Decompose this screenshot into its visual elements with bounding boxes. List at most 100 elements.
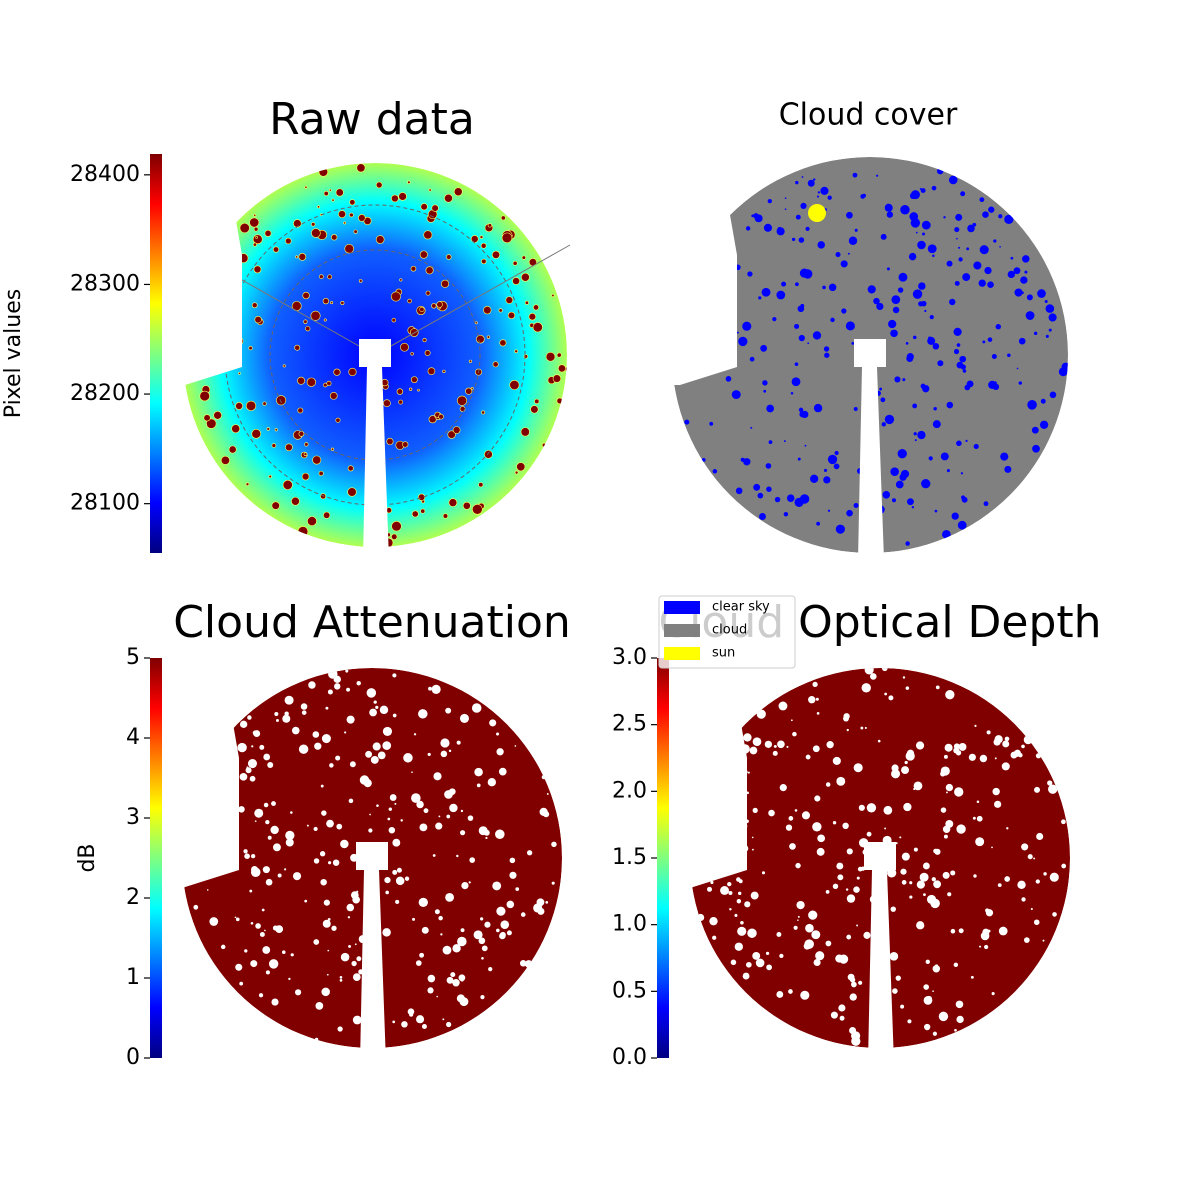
image-speck <box>883 805 893 815</box>
image-speck <box>285 838 294 847</box>
image-speck <box>931 185 937 191</box>
image-speck <box>249 217 260 228</box>
image-speck <box>329 391 338 400</box>
image-speck <box>272 246 280 253</box>
image-speck <box>822 285 826 290</box>
image-speck <box>959 355 967 363</box>
image-speck <box>252 234 263 245</box>
image-speck <box>521 255 526 260</box>
image-speck <box>318 167 329 177</box>
image-speck <box>338 210 346 219</box>
image-speck <box>400 819 403 822</box>
image-speck <box>894 376 901 383</box>
image-speck <box>271 443 277 448</box>
image-speck <box>833 463 840 470</box>
image-speck <box>812 331 822 340</box>
image-speck <box>370 755 379 764</box>
image-speck <box>274 712 279 717</box>
image-speck <box>268 959 279 969</box>
image-speck <box>955 1000 964 1009</box>
image-speck <box>452 426 461 434</box>
image-speck <box>524 300 529 305</box>
image-speck <box>356 890 359 893</box>
image-speck <box>1061 819 1066 825</box>
image-speck <box>915 741 925 750</box>
image-speck <box>720 886 729 895</box>
image-speck <box>528 312 537 321</box>
mask <box>868 870 894 1063</box>
image-speck <box>384 876 391 884</box>
image-speck <box>1026 294 1033 301</box>
image-speck <box>737 331 739 334</box>
image-speck <box>516 462 526 472</box>
image-speck <box>458 974 466 982</box>
mask <box>359 339 391 367</box>
image-speck <box>749 356 755 362</box>
image-speck <box>891 769 901 779</box>
image-speck <box>891 295 901 304</box>
image-speck <box>847 252 850 255</box>
image-speck <box>710 880 714 885</box>
image-speck <box>552 374 562 383</box>
image-speck <box>908 252 917 261</box>
image-speck <box>846 211 853 219</box>
image-speck <box>684 419 690 425</box>
image-speck <box>478 826 488 836</box>
image-speck <box>1045 304 1055 313</box>
image-speck <box>817 191 821 194</box>
image-speck <box>323 899 330 906</box>
image-speck <box>899 473 907 481</box>
image-speck <box>500 920 510 929</box>
image-speck <box>731 390 741 400</box>
image-speck <box>423 808 429 814</box>
image-speck <box>320 784 324 788</box>
image-speck <box>1018 381 1023 385</box>
image-speck <box>823 346 830 352</box>
image-speck <box>998 214 1003 219</box>
image-speck <box>330 301 334 305</box>
image-speck <box>817 834 826 843</box>
image-speck <box>235 963 243 971</box>
legend-swatch <box>664 601 700 614</box>
image-speck <box>906 355 914 363</box>
colorbar-tick-label: 0 <box>126 1045 140 1070</box>
image-speck <box>1021 744 1025 749</box>
image-speck <box>886 267 890 271</box>
image-speck <box>1017 880 1026 889</box>
image-speck <box>847 848 852 853</box>
image-speck <box>445 707 452 714</box>
image-speck <box>832 883 839 890</box>
image-speck <box>501 232 513 244</box>
legend-swatch <box>664 624 700 637</box>
image-speck <box>496 928 500 933</box>
image-speck <box>258 993 264 998</box>
image-speck <box>512 277 520 285</box>
image-speck <box>533 304 540 311</box>
image-speck <box>476 783 481 788</box>
image-speck <box>815 951 825 961</box>
image-speck <box>947 892 952 897</box>
image-speck <box>545 901 549 904</box>
image-speck <box>193 904 199 910</box>
image-speck <box>453 187 463 197</box>
image-speck <box>920 300 927 307</box>
image-speck <box>440 750 448 758</box>
image-speck <box>919 872 929 882</box>
image-speck <box>954 227 960 233</box>
image-speck <box>849 1027 857 1035</box>
image-speck <box>851 1036 861 1046</box>
image-speck <box>756 709 766 719</box>
image-speck <box>497 834 502 839</box>
image-speck <box>302 291 310 300</box>
image-speck <box>979 754 988 763</box>
image-speck <box>240 806 245 810</box>
image-speck <box>943 834 948 839</box>
image-speck <box>431 303 437 309</box>
image-speck <box>786 494 795 502</box>
image-speck <box>982 340 986 344</box>
image-speck <box>333 368 341 376</box>
image-speck <box>442 369 446 373</box>
image-speck <box>245 482 250 487</box>
image-speck <box>530 405 539 414</box>
image-speck <box>537 907 545 915</box>
